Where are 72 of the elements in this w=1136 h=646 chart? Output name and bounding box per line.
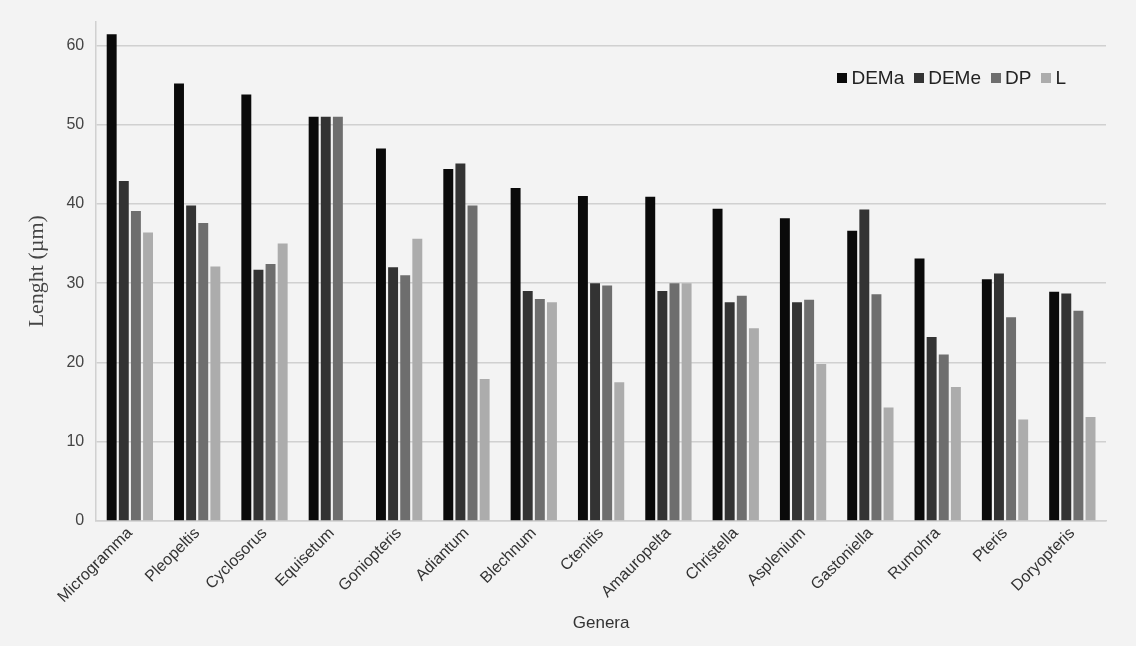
bar [118,180,129,521]
bar [792,302,802,521]
y-tick-label: 40 [66,194,85,212]
bar [590,283,601,521]
bar [479,379,490,521]
bar [712,208,723,521]
y-tick-label: 60 [66,35,85,53]
bar [724,302,735,521]
legend-label: DEMa [851,66,905,89]
y-tick-label: 20 [66,352,85,370]
bar [883,407,894,521]
bar [914,258,925,521]
legend-label: DEMe [928,66,982,89]
y-tick-label: 50 [66,115,85,133]
bar [443,169,454,521]
bar [186,205,197,521]
bar [210,266,221,521]
y-tick-label: 0 [75,511,85,529]
bar [455,163,466,521]
bar [198,222,209,521]
y-tick-label: 10 [66,432,85,450]
bar [657,291,668,521]
bar [681,283,692,521]
bar [602,285,613,521]
bar [412,238,423,521]
bar [926,337,937,521]
bar [467,205,478,521]
bar [614,382,625,521]
bar [577,195,588,521]
bar [950,386,961,521]
bar [1085,417,1096,521]
bar [1018,419,1029,521]
bar [534,298,545,521]
bar [859,209,870,521]
bar [993,273,1004,521]
legend-label: DP [1005,66,1032,89]
x-axis-title: Genera [572,613,630,633]
bar [779,218,790,521]
bar [981,279,992,521]
bar [871,294,882,521]
bar [106,34,117,521]
bar [748,328,759,521]
bar [174,83,184,521]
bar [143,232,153,521]
bar [1006,317,1017,521]
bar [1073,310,1084,521]
bar [1049,291,1060,521]
bar [522,291,533,521]
bar [400,275,411,521]
bar [546,302,557,521]
bar [669,283,680,521]
bar [847,230,858,521]
bar [308,116,319,521]
bar [510,188,521,521]
bar [645,196,656,521]
bar [320,116,331,521]
legend-label: L [1055,66,1066,89]
bar [130,211,141,521]
bar [816,363,827,521]
bar [736,295,747,521]
y-axis-title: Lenght (µm) [22,215,48,328]
bar [265,264,276,521]
bar [277,243,288,521]
bar [241,94,252,521]
bar [1061,293,1072,521]
y-tick-label: 30 [66,273,85,291]
bar [804,299,815,521]
bar [938,354,949,521]
bar [332,116,343,521]
bar [388,267,399,521]
bar [253,269,264,521]
bar [375,148,386,521]
